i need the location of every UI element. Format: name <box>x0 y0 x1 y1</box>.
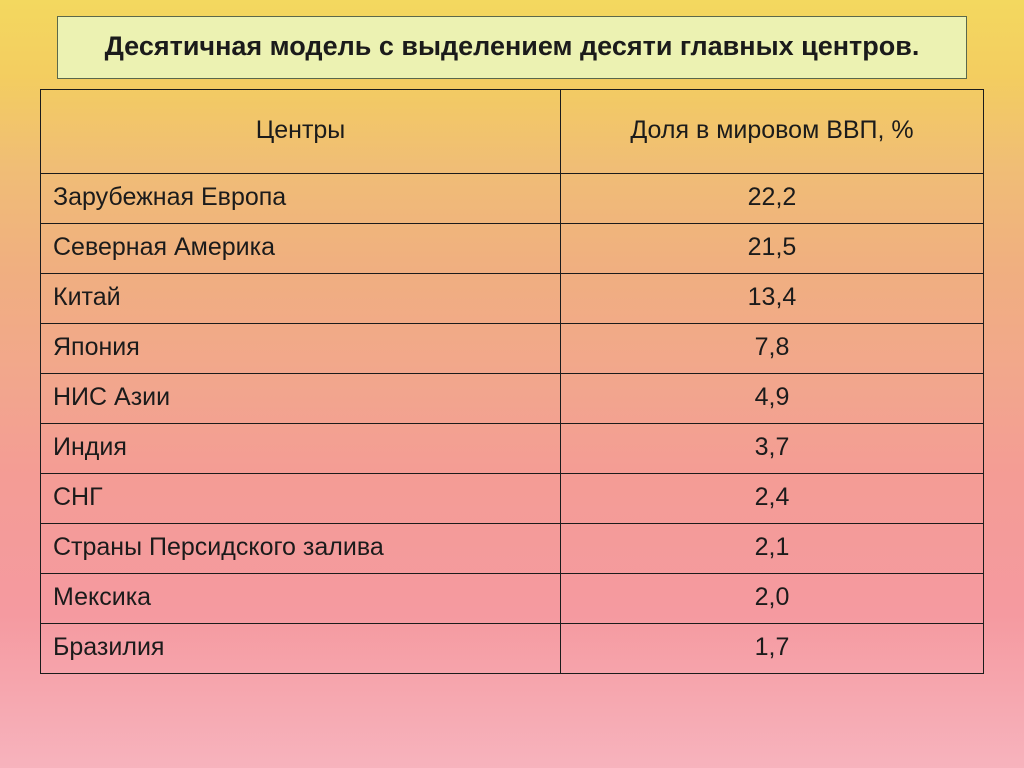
cell-center: Страны Персидского залива <box>41 524 561 574</box>
table-row: НИС Азии 4,9 <box>41 374 984 424</box>
cell-share: 22,2 <box>561 174 984 224</box>
table-row: Китай 13,4 <box>41 274 984 324</box>
table-row: Страны Персидского залива 2,1 <box>41 524 984 574</box>
table-row: СНГ 2,4 <box>41 474 984 524</box>
cell-center: Зарубежная Европа <box>41 174 561 224</box>
table-row: Мексика 2,0 <box>41 574 984 624</box>
cell-share: 13,4 <box>561 274 984 324</box>
cell-share: 21,5 <box>561 224 984 274</box>
cell-center: Бразилия <box>41 624 561 674</box>
cell-share: 2,4 <box>561 474 984 524</box>
table-row: Бразилия 1,7 <box>41 624 984 674</box>
col-header-share: Доля в мировом ВВП, % <box>561 90 984 174</box>
table-row: Северная Америка 21,5 <box>41 224 984 274</box>
table-row: Зарубежная Европа 22,2 <box>41 174 984 224</box>
table-row: Япония 7,8 <box>41 324 984 374</box>
cell-center: Япония <box>41 324 561 374</box>
cell-share: 2,0 <box>561 574 984 624</box>
gdp-share-table: Центры Доля в мировом ВВП, % Зарубежная … <box>40 89 984 674</box>
table-row: Индия 3,7 <box>41 424 984 474</box>
slide-title: Десятичная модель с выделением десяти гл… <box>57 16 967 79</box>
cell-share: 2,1 <box>561 524 984 574</box>
cell-center: Мексика <box>41 574 561 624</box>
cell-share: 3,7 <box>561 424 984 474</box>
col-header-centers: Центры <box>41 90 561 174</box>
cell-center: СНГ <box>41 474 561 524</box>
cell-center: Индия <box>41 424 561 474</box>
cell-share: 4,9 <box>561 374 984 424</box>
cell-share: 1,7 <box>561 624 984 674</box>
cell-center: Китай <box>41 274 561 324</box>
cell-share: 7,8 <box>561 324 984 374</box>
cell-center: Северная Америка <box>41 224 561 274</box>
cell-center: НИС Азии <box>41 374 561 424</box>
table-header-row: Центры Доля в мировом ВВП, % <box>41 90 984 174</box>
